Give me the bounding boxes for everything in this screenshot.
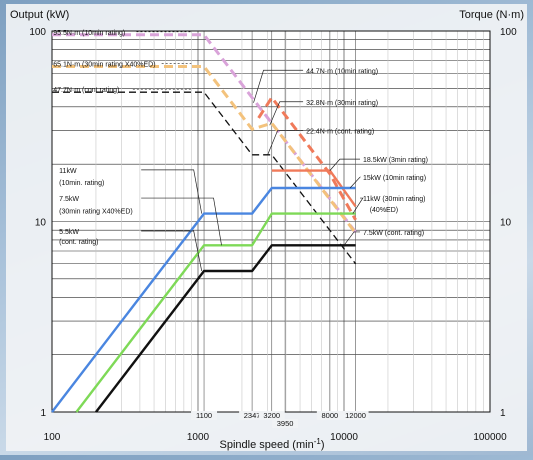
annotation-leader	[329, 158, 361, 171]
output-series-line	[95, 244, 356, 413]
speed-label-bg	[258, 411, 285, 420]
y-tick-label-right: 10	[500, 218, 512, 229]
annotation-label: 18.5kW (3min rating)	[363, 157, 428, 164]
annotation-label: 7.5kW (cont. rating)	[363, 230, 424, 237]
annotation-leader	[141, 197, 222, 246]
annotation-label: 32.8N·m (30min rating)	[306, 100, 378, 107]
annotation-label: 22.4N·m (cont. rating)	[306, 128, 374, 135]
output-series-line	[75, 212, 356, 413]
speed-mark-label: 3950	[277, 419, 294, 428]
annotation-label: 15kW (10min rating)	[363, 175, 426, 182]
y-axis-title-left: Output (kW)	[10, 9, 69, 21]
speed-label-bg	[342, 411, 369, 420]
x-axis-title: Spindle speed (min-1)	[220, 437, 325, 451]
annotation-label: (40%ED)	[370, 207, 398, 214]
torque-series-line	[52, 33, 357, 234]
annotation-label: (cont. rating)	[59, 239, 98, 246]
annotation-leader	[253, 69, 304, 103]
y-tick-label-right: 1	[500, 408, 506, 419]
speed-label-bg	[191, 411, 218, 420]
speed-mark-label: 2347	[244, 411, 261, 420]
speed-mark-label: 12000	[345, 411, 366, 420]
speed-label-bg	[316, 411, 343, 420]
speed-mark-label: 8000	[322, 411, 339, 420]
torque-series-line	[257, 96, 357, 221]
annotation-label: 11kW	[59, 168, 77, 175]
x-tick-label: 1000	[187, 432, 210, 443]
x-tick-label: 100000	[473, 432, 507, 443]
y-tick-label-left: 100	[29, 27, 46, 38]
torque-series-line	[52, 65, 357, 234]
speed-mark-label: 1100	[196, 411, 212, 420]
annotation-leader	[269, 101, 304, 126]
x-tick-label: 100	[44, 432, 61, 443]
y-tick-label-left: 10	[35, 218, 47, 229]
annotation-label: (10min. rating)	[59, 180, 104, 187]
speed-label-bg	[272, 419, 299, 428]
annotation-label: 95.5N·m (10min rating)	[53, 30, 125, 37]
annotation-leader	[352, 197, 364, 214]
annotation-label: 47.7N·m (cont rating)	[53, 87, 119, 94]
torque-series-line	[52, 91, 357, 265]
annotation-leader	[343, 231, 361, 246]
annotation-leader	[267, 130, 304, 155]
output-series-line	[51, 186, 356, 413]
annotation-label: 65.1N·m (30min rating X40%ED)	[53, 62, 155, 69]
annotation-leader	[141, 230, 203, 272]
speed-mark-label: 3200	[263, 411, 280, 420]
y-axis-title-right: Torque (N·m)	[459, 9, 524, 21]
annotation-label: 5.5kW	[59, 229, 79, 236]
annotation-leader	[141, 169, 203, 214]
annotation-label: 44.7N·m (10min rating)	[306, 68, 378, 75]
annotation-label: 7.5kW	[59, 196, 79, 203]
y-tick-label-left: 1	[40, 408, 46, 419]
annotation-label: 11kW (30min rating)	[363, 196, 426, 203]
x-tick-label: 10000	[330, 432, 358, 443]
y-tick-label-right: 100	[500, 27, 517, 38]
speed-label-bg	[239, 411, 266, 420]
annotation-label: (30min rating X40%ED)	[59, 209, 133, 216]
annotation-leader	[349, 176, 361, 189]
